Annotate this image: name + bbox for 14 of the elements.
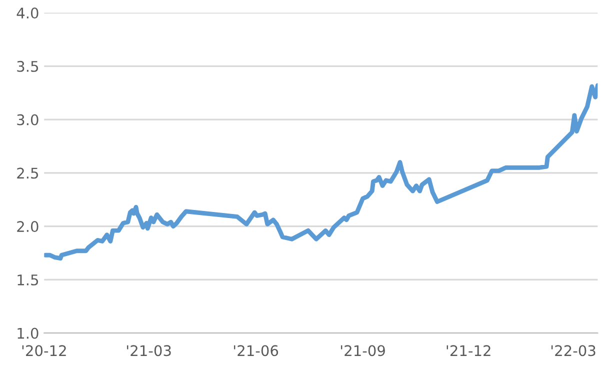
x-tick-label: '20-12 xyxy=(22,345,66,356)
x-tick-label: '21-12 xyxy=(446,345,490,356)
y-tick-label: 1.0 xyxy=(18,328,38,339)
y-tick-label: 3.5 xyxy=(17,60,38,72)
y-tick-label: 2.0 xyxy=(17,221,38,232)
x-tick-label: '21-03 xyxy=(127,345,171,356)
x-tick-label: '22-03 xyxy=(551,345,596,356)
y-tick-label: 1.5 xyxy=(18,274,38,286)
y-tick-label: 2.5 xyxy=(17,168,38,179)
x-tick-label: '21-06 xyxy=(234,345,278,356)
y-tick-label: 3.0 xyxy=(17,114,38,126)
y-tick-label: 4.0 xyxy=(16,8,38,19)
x-tick-label: '21-09 xyxy=(340,345,385,356)
line-series xyxy=(44,83,598,261)
